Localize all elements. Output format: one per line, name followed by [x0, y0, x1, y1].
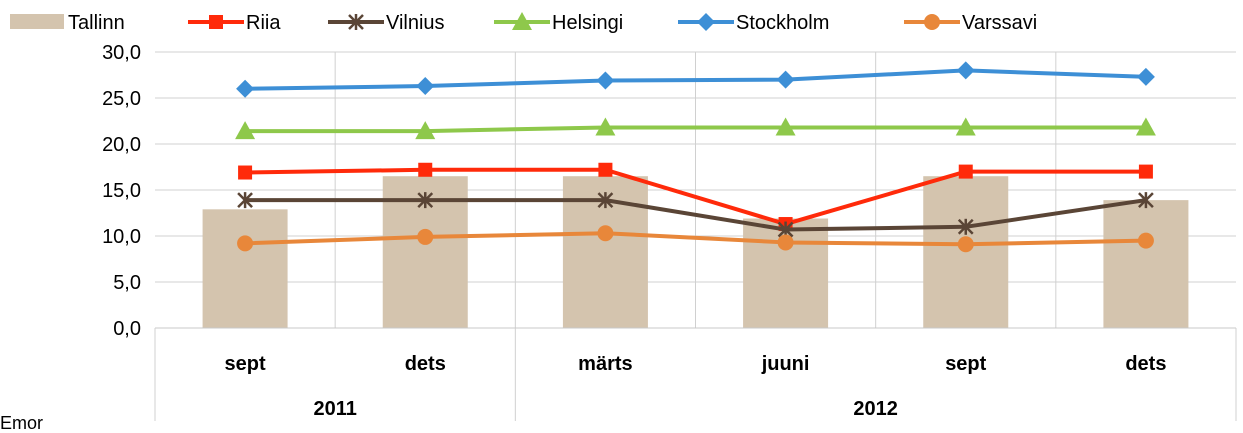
data-point — [237, 235, 254, 252]
legend-label: Helsingi — [552, 12, 623, 34]
data-point — [597, 225, 614, 242]
x-tick-label: dets — [1125, 353, 1166, 375]
x-tick-label: märts — [578, 353, 632, 375]
data-point — [1138, 192, 1154, 209]
legend: Tallinn Riia Vilnius Helsingi Stockholm Varss… — [10, 12, 1037, 34]
data-point — [777, 234, 794, 251]
data-point — [418, 162, 433, 177]
data-point — [956, 61, 975, 80]
data-point — [776, 70, 795, 89]
data-point — [957, 218, 974, 235]
data-point — [236, 79, 255, 98]
data-point — [235, 121, 256, 140]
x-tick-label: sept — [225, 353, 266, 375]
group-label: 2011 — [313, 398, 356, 420]
series-line — [245, 198, 1147, 232]
x-tick-label: dets — [405, 353, 446, 375]
gridlines — [155, 51, 1236, 328]
legend-label: Vilnius — [386, 12, 445, 34]
series-line — [245, 231, 1146, 247]
series-line — [245, 125, 1146, 134]
data-point — [416, 77, 435, 96]
legend-label: Stockholm — [736, 12, 829, 34]
series-line — [245, 167, 1146, 227]
data-point — [958, 164, 973, 179]
legend-item: Helsingi — [494, 12, 623, 34]
bar — [1103, 200, 1189, 328]
data-point — [595, 117, 616, 136]
y-tick-label: 15,0 — [102, 180, 141, 202]
line-series — [235, 61, 1156, 253]
data-point — [1138, 164, 1153, 179]
y-tick-label: 30,0 — [102, 42, 141, 64]
legend-item: Stockholm — [678, 12, 829, 34]
data-point — [1135, 117, 1156, 136]
data-point — [238, 165, 253, 180]
legend-label: Riia — [246, 12, 281, 34]
axes: 0,0 5,0 10,0 15,0 20,0 25,0 30,0 sept dets märts j… — [102, 42, 1237, 421]
y-tick-label: 0,0 — [113, 318, 141, 340]
data-point — [1136, 67, 1155, 86]
data-point — [512, 12, 532, 30]
data-point — [957, 236, 974, 253]
legend-item: Riia — [188, 12, 281, 34]
bar — [202, 209, 288, 328]
data-point — [697, 13, 715, 31]
series-line — [245, 68, 1146, 91]
legend-item: Vilnius — [328, 12, 445, 34]
y-tick-label: 20,0 — [102, 134, 141, 156]
data-point — [596, 71, 615, 90]
data-point — [209, 15, 223, 29]
data-point — [924, 14, 940, 30]
data-point — [775, 117, 796, 136]
legend-item: Varssavi — [904, 12, 1037, 34]
data-point — [348, 14, 364, 30]
data-point — [417, 228, 434, 245]
footnote: Emor — [0, 413, 44, 433]
data-point — [597, 192, 614, 209]
data-point — [415, 121, 436, 140]
legend-item: Tallinn — [10, 12, 125, 34]
x-tick-label: juuni — [761, 353, 810, 375]
y-tick-label: 25,0 — [102, 88, 141, 110]
group-label: 2012 — [853, 398, 898, 420]
legend-swatch — [10, 14, 64, 29]
data-point — [417, 192, 434, 209]
chart: 0,0 5,0 10,0 15,0 20,0 25,0 30,0 sept dets märts j… — [10, 12, 1237, 421]
data-point — [598, 162, 613, 177]
data-point — [237, 192, 253, 209]
y-tick-label: 10,0 — [102, 226, 141, 248]
data-point — [1137, 232, 1154, 249]
x-tick-label: sept — [945, 353, 986, 375]
y-tick-label: 5,0 — [113, 272, 141, 294]
legend-label: Varssavi — [962, 12, 1037, 34]
legend-label: Tallinn — [68, 12, 125, 34]
data-point — [955, 117, 976, 136]
